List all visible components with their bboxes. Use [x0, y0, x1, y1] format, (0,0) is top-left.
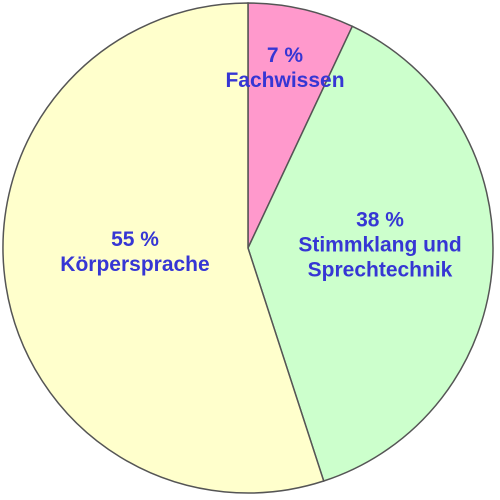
- category-label: Stimmklang und Sprechtechnik: [298, 233, 462, 282]
- pie-slice: [247, 25, 494, 482]
- category-label: Fachwissen: [225, 69, 345, 92]
- pie-slice: [2, 2, 325, 494]
- slice-label: 38 % Stimmklang und Sprechtechnik: [293, 208, 468, 283]
- category-label: Körpersprache: [60, 253, 210, 276]
- value-label: 7 %: [266, 44, 304, 67]
- pie-slice: [247, 2, 354, 249]
- value-label: 38 %: [356, 208, 404, 232]
- value-label: 55 %: [111, 228, 159, 251]
- slice-label: 55 % Körpersprache: [35, 227, 235, 277]
- slice-label: 7 % Fachwissen: [205, 43, 365, 93]
